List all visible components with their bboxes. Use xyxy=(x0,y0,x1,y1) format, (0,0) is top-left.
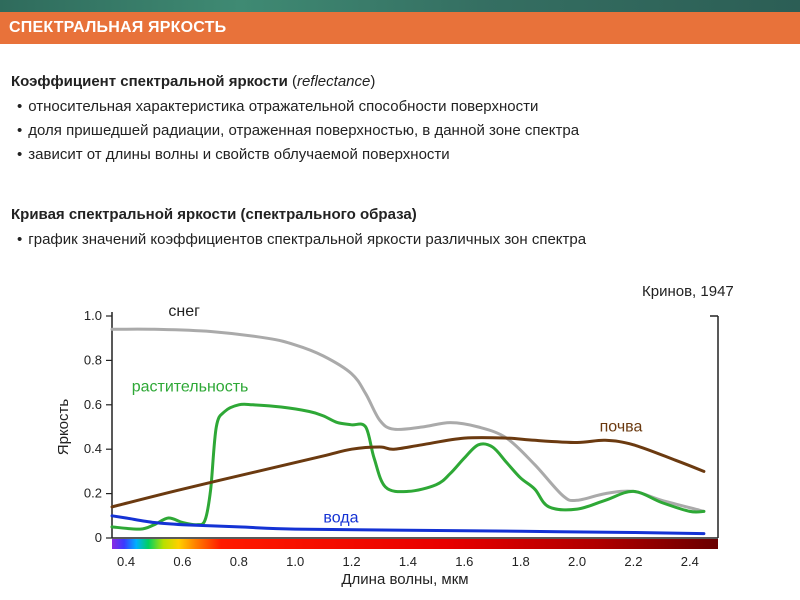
y-axis-title: Яркость xyxy=(55,399,72,456)
y-tick-label: 0.4 xyxy=(84,441,102,456)
y-tick-label: 0 xyxy=(95,530,102,545)
y-tick-label: 0.6 xyxy=(84,397,102,412)
top-decor-strip xyxy=(0,0,800,12)
series-line-water xyxy=(110,514,706,536)
x-tick-label: 1.6 xyxy=(455,554,473,569)
series-line-snow xyxy=(110,327,706,513)
bullet-text: график значений коэффициентов спектральн… xyxy=(28,231,587,248)
x-tick-label: 1.0 xyxy=(286,554,304,569)
y-tick-label: 1.0 xyxy=(84,308,102,323)
citation: Кринов, 1947 xyxy=(642,283,734,300)
x-axis-title: Длина волны, мкм xyxy=(341,571,468,588)
x-tick-label: 1.8 xyxy=(512,554,530,569)
x-tick-label: 1.4 xyxy=(399,554,417,569)
section1-heading-term: reflectance xyxy=(296,73,371,90)
bullet-text: относительная характеристика отражательн… xyxy=(28,98,539,115)
section1-heading-close: ) xyxy=(370,73,376,90)
section1-heading: Коэффициент спектральной яркости (reflec… xyxy=(11,73,375,90)
section1-bullet: • относительная характеристика отражатель… xyxy=(17,98,538,115)
section1-bullet: • доля пришедшей радиации, отраженная пов… xyxy=(17,122,579,139)
x-tick-label: 2.2 xyxy=(624,554,642,569)
x-tick-label: 0.8 xyxy=(230,554,248,569)
spectrum-bar xyxy=(112,539,718,549)
series-line-soil xyxy=(110,436,706,509)
x-tick-label: 0.4 xyxy=(117,554,135,569)
x-tick-label: 0.6 xyxy=(173,554,191,569)
section1-bullet: • зависит от длины волны и свойств облуча… xyxy=(17,146,450,163)
bullet-dot: • xyxy=(17,146,23,163)
title-bar: СПЕКТРАЛЬНАЯ ЯРКОСТЬ xyxy=(0,12,800,44)
y-tick-label: 0.8 xyxy=(84,352,102,367)
section1-heading-note: (reflectance) xyxy=(287,73,376,90)
section2-bullet: • график значений коэффициентов спектраль… xyxy=(17,231,586,248)
chart-plot-area: 0 0.2 0.4 0.6 0.8 1.0 0.4 0.6 0.8 1.0 1.2 1.4 1.6 1.8… xyxy=(55,303,719,588)
series-label-vegetation: растительность xyxy=(132,378,249,395)
bullet-dot: • xyxy=(17,98,23,115)
series-label-snow: снег xyxy=(168,303,200,320)
slide-title: СПЕКТРАЛЬНАЯ ЯРКОСТЬ xyxy=(9,19,227,36)
bullet-text: доля пришедшей радиации, отраженная пове… xyxy=(28,122,580,139)
section1-heading-open: ( xyxy=(287,73,297,90)
bullet-dot: • xyxy=(17,231,23,248)
section2-heading: Кривая спектральной яркости (спектрально… xyxy=(11,206,417,223)
series-label-water: вода xyxy=(323,509,358,526)
x-tick-label: 1.2 xyxy=(343,554,361,569)
y-tick-label: 0.2 xyxy=(84,486,102,501)
bullet-dot: • xyxy=(17,122,23,139)
x-tick-label: 2.4 xyxy=(681,554,699,569)
series-label-soil: почва xyxy=(600,418,643,435)
series-line-vegetation xyxy=(110,402,706,531)
bullet-text: зависит от длины волны и свойств облучае… xyxy=(28,146,450,163)
section1-heading-text: Коэффициент спектральной яркости xyxy=(11,73,288,90)
x-tick-label: 2.0 xyxy=(568,554,586,569)
